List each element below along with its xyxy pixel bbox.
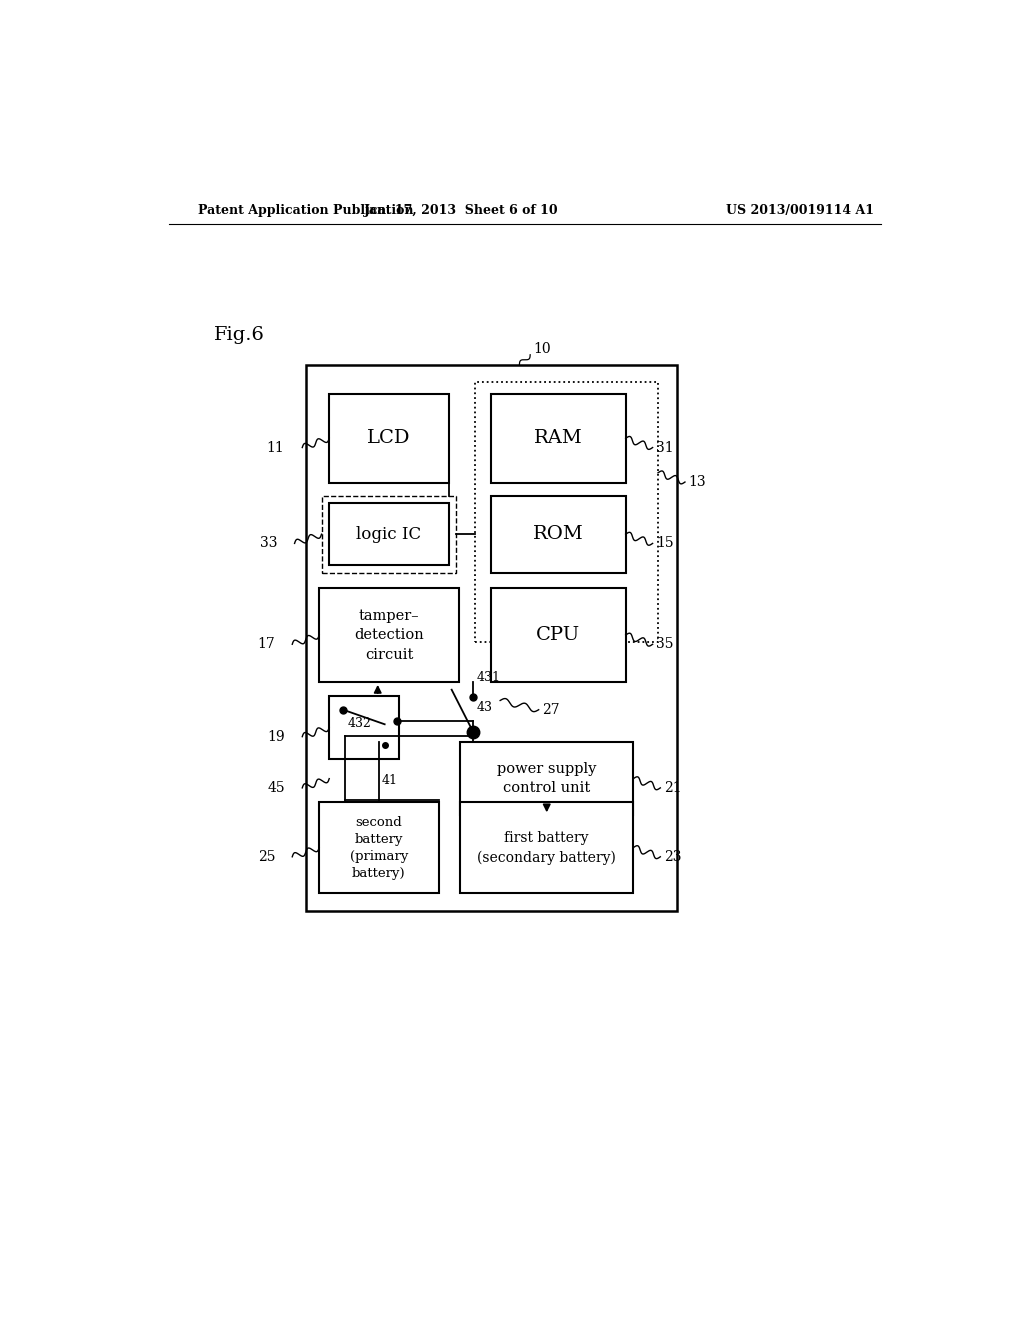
Text: 45: 45 (267, 781, 286, 795)
Text: 41: 41 (382, 774, 398, 787)
Text: Jan. 17, 2013  Sheet 6 of 10: Jan. 17, 2013 Sheet 6 of 10 (365, 205, 559, 218)
Text: 19: 19 (267, 730, 286, 743)
Text: 35: 35 (656, 638, 674, 651)
Text: 17: 17 (258, 638, 275, 651)
Bar (490, 589, 626, 682)
Text: CPU: CPU (537, 626, 581, 644)
Text: 25: 25 (258, 850, 275, 863)
Text: 11: 11 (266, 441, 284, 454)
Bar (306, 364, 677, 911)
Text: Patent Application Publication: Patent Application Publication (199, 205, 414, 218)
Text: RAM: RAM (534, 429, 583, 447)
Text: 13: 13 (689, 475, 707, 488)
Bar (322, 496, 457, 573)
Text: 21: 21 (665, 781, 682, 795)
Text: 23: 23 (665, 850, 682, 863)
Text: 10: 10 (534, 342, 551, 356)
Bar (490, 395, 626, 483)
Bar (475, 381, 658, 642)
Bar (319, 589, 460, 682)
Bar (490, 496, 626, 573)
Bar (330, 503, 449, 565)
Text: 27: 27 (543, 702, 560, 717)
Text: 33: 33 (260, 536, 278, 550)
Bar (330, 696, 398, 759)
Text: tamper–
detection
circuit: tamper– detection circuit (354, 609, 424, 661)
Text: 31: 31 (656, 441, 674, 454)
Text: Fig.6: Fig.6 (214, 326, 264, 345)
Text: 43: 43 (476, 701, 493, 714)
Text: 431: 431 (476, 671, 501, 684)
Text: 432: 432 (348, 717, 372, 730)
Text: LCD: LCD (368, 429, 411, 447)
Text: first battery
(secondary battery): first battery (secondary battery) (477, 830, 616, 865)
Bar (330, 395, 449, 483)
Text: logic IC: logic IC (356, 525, 422, 543)
Text: 15: 15 (656, 536, 674, 550)
Bar (460, 803, 634, 892)
Text: US 2013/0019114 A1: US 2013/0019114 A1 (726, 205, 874, 218)
Text: second
battery
(primary
battery): second battery (primary battery) (350, 816, 409, 879)
Bar (319, 803, 438, 892)
Text: power supply
control unit: power supply control unit (497, 762, 596, 796)
Bar (460, 742, 634, 816)
Text: ROM: ROM (532, 525, 584, 543)
